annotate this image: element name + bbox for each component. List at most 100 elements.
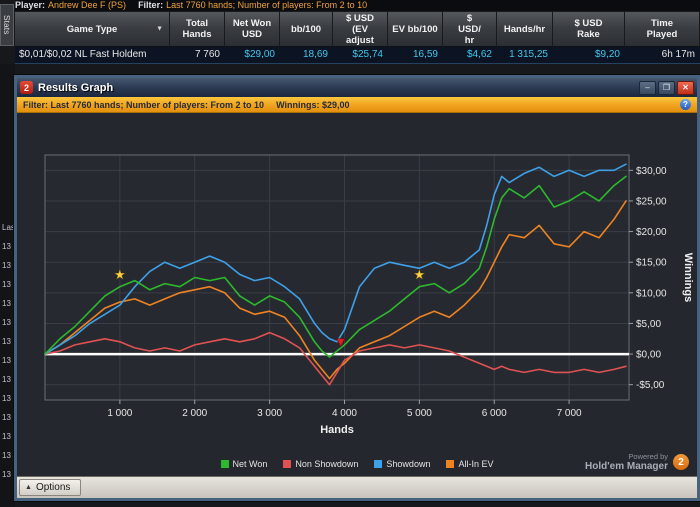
- column-header-label: Net Won USD: [232, 18, 272, 40]
- window-title-bar[interactable]: 2 Results Graph – ❐ ✕: [17, 78, 697, 97]
- chart-zone: ★ ★ 1 000 2 000 3 000 4 000 5 000 6 000 7 000 $30…: [17, 113, 697, 476]
- background-hand-list-strip: Las 13 13 13 13 13 13 13 13 13 13 13 13 13: [0, 64, 15, 507]
- x-tick-label: 7 000: [557, 408, 582, 419]
- legend-swatch-icon: [446, 460, 455, 468]
- results-chart: ★ ★ 1 000 2 000 3 000 4 000 5 000 6 000 7 000 $30…: [44, 154, 694, 436]
- clipped-row-fragment: 13: [2, 337, 11, 346]
- powered-by-block: Powered by Hold'em Manager 2: [585, 451, 689, 472]
- y-tick-label: $10,00: [636, 288, 667, 299]
- legend-label: Net Won: [232, 459, 268, 469]
- game-type-cell[interactable]: $0,01/$0,02 NL Fast Holdem: [19, 49, 147, 60]
- stat-value: $4,62: [466, 49, 492, 60]
- y-axis-label: Winnings: [682, 253, 694, 302]
- filter-label: Filter:: [138, 0, 164, 10]
- arrow-down-marker-icon: [336, 338, 346, 348]
- x-tick-label: 6 000: [482, 408, 507, 419]
- hm2-app-icon: 2: [20, 81, 33, 94]
- graph-filter-bar: Filter: Last 7760 hands; Number of playe…: [17, 97, 697, 113]
- column-header-ev-bb-100[interactable]: EV bb/100: [388, 11, 443, 47]
- column-header-label: Time Played: [646, 18, 678, 40]
- options-arrow-icon: ▲: [25, 484, 32, 491]
- y-tick-label: -$5,00: [636, 380, 665, 391]
- graph-filter-text: Filter: Last 7760 hands; Number of playe…: [23, 99, 265, 110]
- column-header-label: $ USD Rake: [574, 18, 603, 40]
- player-name: Andrew Dee F (PS): [48, 0, 127, 10]
- stat-value: 18,69: [302, 49, 328, 60]
- legend-label: Non Showdown: [295, 459, 359, 469]
- series-showdown: [44, 163, 627, 355]
- legend-swatch-icon: [220, 460, 229, 468]
- help-icon[interactable]: ?: [680, 99, 691, 110]
- filter-value: Last 7760 hands; Number of players: From…: [166, 0, 368, 10]
- legend-item: All-In EV: [446, 459, 493, 469]
- column-header-total-hands[interactable]: Total Hands: [170, 11, 225, 47]
- clipped-row-fragment: 13: [2, 356, 11, 365]
- powered-by-line2: Hold'em Manager: [585, 461, 668, 472]
- clipped-row-fragment: 13: [2, 318, 11, 327]
- player-label: Player:: [15, 0, 46, 10]
- hm2-badge-icon: 2: [673, 454, 689, 471]
- graph-winnings-text: Winnings: $29,00: [276, 99, 350, 110]
- column-header-label: $ USD (EV adjust: [346, 12, 374, 46]
- column-header-hands-hr[interactable]: Hands/hr: [497, 11, 553, 47]
- legend-item: Non Showdown: [283, 459, 358, 469]
- x-tick-label: 4 000: [332, 408, 357, 419]
- options-button-label: Options: [35, 482, 71, 493]
- column-header-net-won-usd[interactable]: Net Won USD: [225, 11, 280, 47]
- clipped-row-fragment: 13: [2, 375, 11, 384]
- clipped-row-fragment: 13: [2, 394, 11, 403]
- y-tick-label: $20,00: [636, 227, 667, 238]
- legend-item: Net Won: [220, 459, 268, 469]
- stat-value: $29,00: [244, 49, 275, 60]
- clipped-row-fragment: 13: [2, 432, 11, 441]
- x-tick-label: 5 000: [407, 408, 432, 419]
- column-header-time-played[interactable]: Time Played: [625, 11, 700, 47]
- powered-by-line1: Powered by: [628, 451, 668, 461]
- legend-swatch-icon: [283, 460, 292, 468]
- column-header--usd-hr[interactable]: $ USD/hr: [443, 11, 497, 47]
- x-axis-label: Hands: [320, 424, 354, 436]
- column-header-bb-100[interactable]: bb/100: [280, 11, 333, 47]
- series-net-won: [44, 175, 627, 358]
- options-button[interactable]: ▲ Options: [19, 479, 82, 496]
- x-tick-label: 2 000: [182, 408, 207, 419]
- close-button[interactable]: ✕: [677, 80, 694, 95]
- clipped-row-fragment: 13: [2, 280, 11, 289]
- clipped-row-fragment: 13: [2, 299, 11, 308]
- results-graph-window: 2 Results Graph – ❐ ✕ Filter: Last 7760 …: [14, 75, 700, 501]
- column-header-label: EV bb/100: [392, 23, 438, 35]
- stat-value: 7 760: [194, 49, 220, 60]
- legend-label: Showdown: [386, 459, 431, 469]
- column-header-label: Game Type: [66, 23, 118, 35]
- stat-value: $25,74: [352, 49, 383, 60]
- minimize-button[interactable]: –: [639, 80, 656, 95]
- clipped-row-fragment: 13: [2, 470, 11, 479]
- column-header-label: Hands/hr: [503, 23, 546, 35]
- y-tick-label: $30,00: [636, 166, 667, 177]
- stat-value: $9,20: [594, 49, 620, 60]
- stat-value: 1 315,25: [509, 49, 548, 60]
- clipped-row-fragment: 13: [2, 261, 11, 270]
- clipped-row-fragment: 13: [2, 242, 11, 251]
- column-header--usd-rake[interactable]: $ USD Rake: [553, 11, 625, 47]
- y-tick-label: $25,00: [636, 196, 667, 207]
- column-header-game-type[interactable]: Game Type ▼: [15, 11, 170, 47]
- window-bottom-bar: ▲ Options: [17, 476, 697, 498]
- clipped-row-fragment: 13: [2, 451, 11, 460]
- maximize-button[interactable]: ❐: [658, 80, 675, 95]
- game-type-dropdown-icon[interactable]: ▼: [156, 25, 163, 33]
- chart-legend: Net Won Non Showdown Showdown All-In EV: [17, 459, 697, 469]
- y-tick-label: $0,00: [636, 350, 661, 361]
- stats-vertical-tab[interactable]: Stats: [0, 4, 14, 46]
- x-tick-label: 3 000: [257, 408, 282, 419]
- column-header-label: Total Hands: [182, 18, 212, 40]
- legend-swatch-icon: [374, 460, 383, 468]
- clipped-row-fragment: Las: [2, 223, 15, 232]
- star-marker-icon: ★: [114, 268, 126, 283]
- stat-value: 16,59: [412, 49, 438, 60]
- legend-label: All-In EV: [458, 459, 494, 469]
- column-header--usd-ev-adjust[interactable]: $ USD (EV adjust: [333, 11, 388, 47]
- legend-item: Showdown: [374, 459, 430, 469]
- stats-table-row[interactable]: $0,01/$0,02 NL Fast Holdem 7 760 $29,00 18,…: [15, 47, 700, 64]
